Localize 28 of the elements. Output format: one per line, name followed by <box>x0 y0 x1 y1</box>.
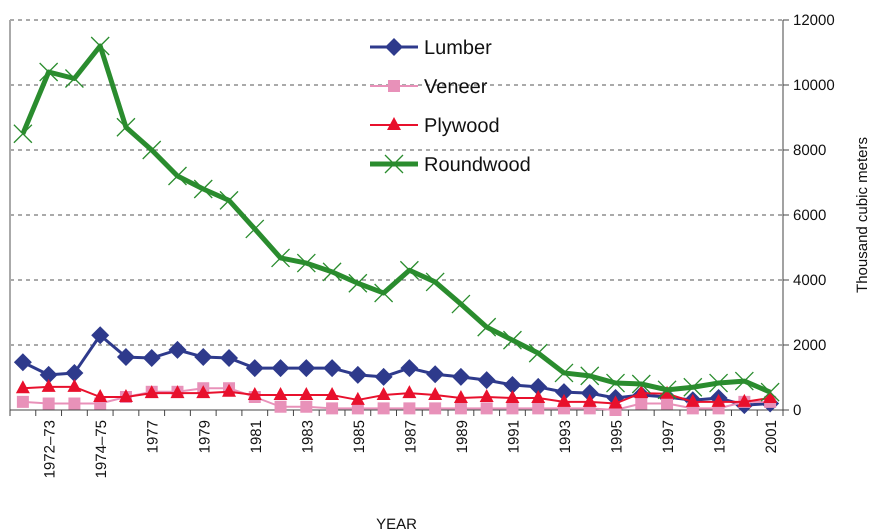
x-tick-label: 1979 <box>196 420 214 454</box>
legend-label: Lumber <box>424 37 492 59</box>
x-tick-label: 1972–73 <box>42 420 59 478</box>
x-tick-label: 1989 <box>454 420 471 454</box>
x-tick-label: 1977 <box>144 420 162 454</box>
y-tick-label: 12000 <box>793 12 835 29</box>
x-tick-label: 1993 <box>556 420 574 454</box>
x-tick-label: 1995 <box>608 420 626 454</box>
legend-label: Plywood <box>424 115 500 137</box>
x-axis-title: YEAR <box>376 516 418 531</box>
x-tick-label: 1997 <box>660 420 678 454</box>
y-tick-label: 6000 <box>793 207 826 224</box>
x-tick-label: 2001 <box>763 420 780 454</box>
legend-label: Roundwood <box>424 154 531 176</box>
x-tick-label: 1991 <box>505 420 522 454</box>
legend-label: Veneer <box>424 76 488 98</box>
y-tick-label: 4000 <box>793 272 826 289</box>
y-tick-label: 10000 <box>793 77 835 94</box>
x-tick-label: 1981 <box>248 420 265 454</box>
y-tick-label: 8000 <box>793 142 826 159</box>
y-tick-label: 2000 <box>793 337 826 354</box>
x-tick-label: 1985 <box>350 420 368 454</box>
x-tick-label: 1987 <box>402 420 420 454</box>
x-tick-label: 1983 <box>299 420 316 454</box>
x-tick-label: 1974–75 <box>93 420 110 478</box>
x-tick-label: 1999 <box>712 420 729 454</box>
y-axis-title: Thousand cubic meters <box>854 137 871 293</box>
y-tick-label: 0 <box>793 402 802 419</box>
